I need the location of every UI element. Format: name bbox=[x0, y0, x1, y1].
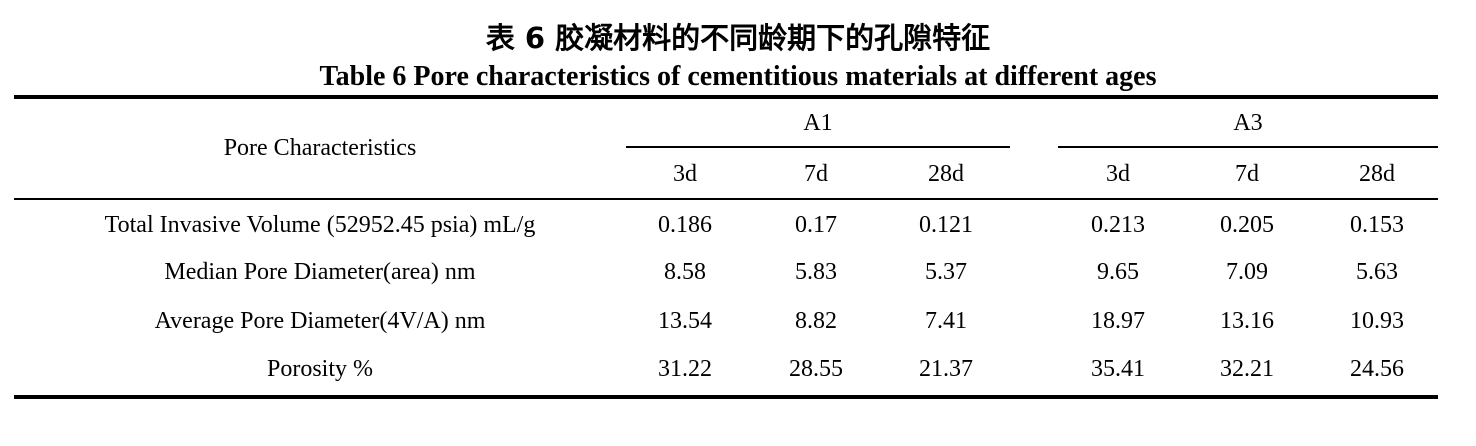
table-cell: 0.17 bbox=[795, 212, 837, 238]
group-rule-a1 bbox=[626, 146, 1010, 148]
table-cell: 10.93 bbox=[1350, 308, 1404, 334]
top-rule bbox=[14, 95, 1438, 99]
subheader-a3-3d: 3d bbox=[1106, 161, 1130, 187]
table-cell: 13.54 bbox=[658, 308, 712, 334]
row-label: Average Pore Diameter(4V/A) nm bbox=[154, 308, 486, 334]
table-cell: 5.83 bbox=[795, 259, 837, 285]
header-rule bbox=[14, 198, 1438, 200]
table-cell: 32.21 bbox=[1220, 356, 1274, 382]
table-cell: 0.153 bbox=[1350, 212, 1404, 238]
bottom-rule bbox=[14, 395, 1438, 399]
subheader-a1-3d: 3d bbox=[673, 161, 697, 187]
table-cell: 31.22 bbox=[658, 356, 712, 382]
table-cell: 21.37 bbox=[919, 356, 973, 382]
row-header-label: Pore Characteristics bbox=[223, 135, 417, 161]
subheader-a1-28d: 28d bbox=[928, 161, 964, 187]
table-cell: 0.121 bbox=[919, 212, 973, 238]
table-cell: 8.58 bbox=[664, 259, 706, 285]
table-caption-cn: 表 6 胶凝材料的不同龄期下的孔隙特征 bbox=[485, 21, 991, 55]
table-cell: 7.09 bbox=[1226, 259, 1268, 285]
group-header-a1: A1 bbox=[803, 110, 833, 136]
row-label: Total Invasive Volume (52952.45 psia) mL… bbox=[104, 212, 536, 238]
subheader-a3-28d: 28d bbox=[1359, 161, 1395, 187]
table-cell: 24.56 bbox=[1350, 356, 1404, 382]
table-cell: 0.213 bbox=[1091, 212, 1145, 238]
group-header-a3: A3 bbox=[1233, 110, 1263, 136]
table-cell: 0.186 bbox=[658, 212, 712, 238]
table-cell: 18.97 bbox=[1091, 308, 1145, 334]
table-cell: 5.37 bbox=[925, 259, 967, 285]
subheader-a3-7d: 7d bbox=[1235, 161, 1259, 187]
table-caption-en: Table 6 Pore characteristics of cementit… bbox=[319, 61, 1157, 92]
table-cell: 5.63 bbox=[1356, 259, 1398, 285]
row-label: Porosity % bbox=[266, 356, 373, 382]
table-cell: 8.82 bbox=[795, 308, 837, 334]
table-cell: 7.41 bbox=[925, 308, 967, 334]
table-cell: 28.55 bbox=[789, 356, 843, 382]
group-rule-a3 bbox=[1058, 146, 1438, 148]
subheader-a1-7d: 7d bbox=[804, 161, 828, 187]
table-cell: 35.41 bbox=[1091, 356, 1145, 382]
table-cell: 0.205 bbox=[1220, 212, 1274, 238]
row-label: Median Pore Diameter(area) nm bbox=[164, 259, 476, 285]
table-cell: 9.65 bbox=[1097, 259, 1139, 285]
table-cell: 13.16 bbox=[1220, 308, 1274, 334]
